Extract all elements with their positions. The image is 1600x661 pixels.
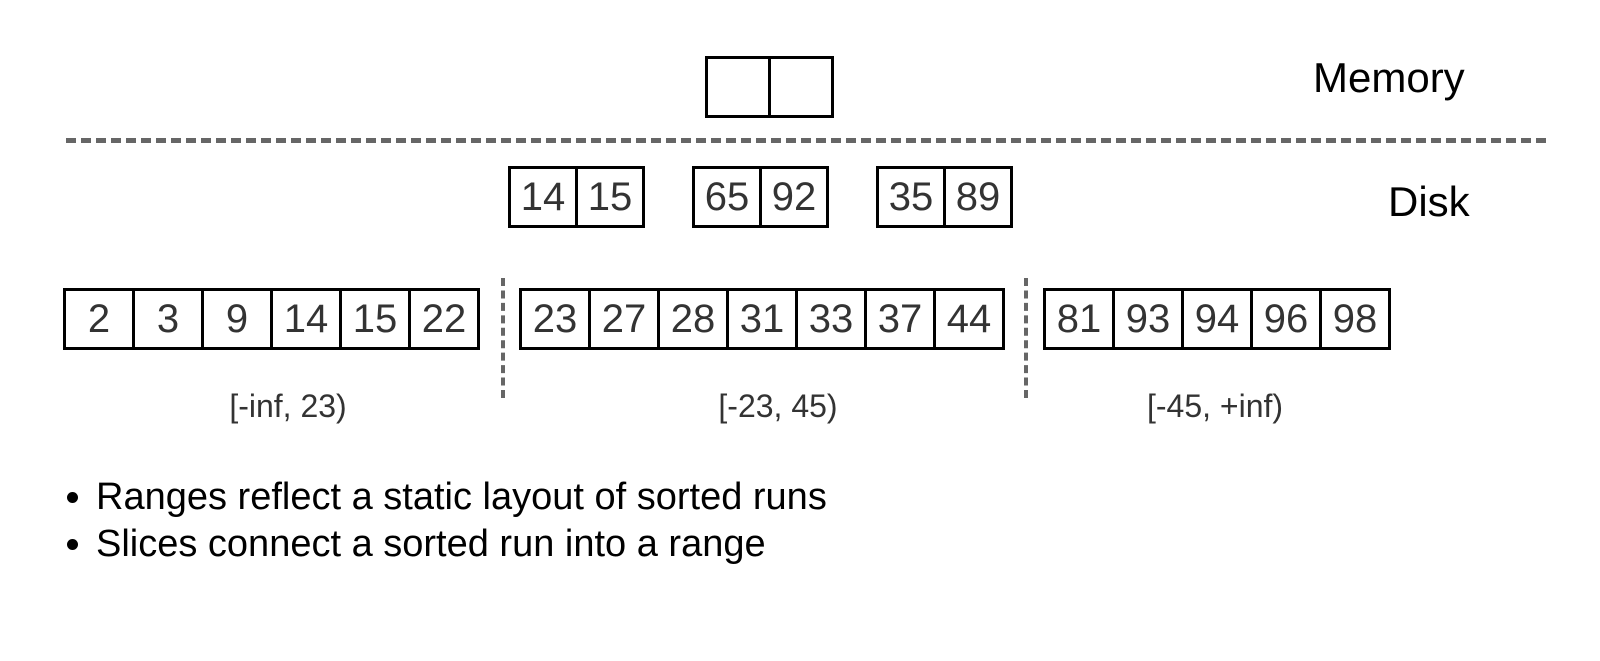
run-block-0: 239141522 — [63, 288, 480, 350]
run-block-2: 8193949698 — [1043, 288, 1391, 350]
range-label-0: [-inf, 23) — [198, 388, 378, 425]
memory-label: Memory — [1313, 54, 1465, 102]
disk-block-1: 6592 — [692, 166, 829, 228]
run-block-1-cell-5: 37 — [864, 288, 936, 350]
run-divider-0 — [501, 278, 505, 398]
memory-block-cell-0 — [705, 56, 771, 118]
run-block-1-cell-2: 28 — [657, 288, 729, 350]
run-block-0-cell-1: 3 — [132, 288, 204, 350]
description-bullets: Ranges reflect a static layout of sorted… — [58, 476, 827, 570]
run-block-0-cell-2: 9 — [201, 288, 273, 350]
run-block-2-cell-3: 96 — [1250, 288, 1322, 350]
run-divider-1 — [1024, 278, 1028, 398]
disk-block-0: 1415 — [508, 166, 645, 228]
bullet-item-1: Slices connect a sorted run into a range — [96, 523, 827, 566]
run-block-2-cell-0: 81 — [1043, 288, 1115, 350]
run-block-0-cell-3: 14 — [270, 288, 342, 350]
disk-block-1-cell-0: 65 — [692, 166, 762, 228]
bullet-item-0: Ranges reflect a static layout of sorted… — [96, 476, 827, 519]
run-block-1-cell-4: 33 — [795, 288, 867, 350]
run-block-2-cell-4: 98 — [1319, 288, 1391, 350]
memory-disk-divider — [66, 138, 1546, 143]
run-block-1-cell-1: 27 — [588, 288, 660, 350]
disk-block-2-cell-0: 35 — [876, 166, 946, 228]
range-label-2: [-45, +inf) — [1115, 388, 1315, 425]
run-block-0-cell-0: 2 — [63, 288, 135, 350]
memory-block-cell-1 — [768, 56, 834, 118]
run-block-1-cell-6: 44 — [933, 288, 1005, 350]
disk-block-0-cell-1: 15 — [575, 166, 645, 228]
disk-block-2-cell-1: 89 — [943, 166, 1013, 228]
disk-label: Disk — [1388, 178, 1470, 226]
disk-block-1-cell-1: 92 — [759, 166, 829, 228]
range-label-1: [-23, 45) — [688, 388, 868, 425]
run-block-1-cell-3: 31 — [726, 288, 798, 350]
run-block-2-cell-1: 93 — [1112, 288, 1184, 350]
disk-block-2: 3589 — [876, 166, 1013, 228]
run-block-0-cell-5: 22 — [408, 288, 480, 350]
disk-block-0-cell-0: 14 — [508, 166, 578, 228]
run-block-0-cell-4: 15 — [339, 288, 411, 350]
run-block-1: 23272831333744 — [519, 288, 1005, 350]
run-block-2-cell-2: 94 — [1181, 288, 1253, 350]
run-block-1-cell-0: 23 — [519, 288, 591, 350]
memory-block — [705, 56, 834, 118]
